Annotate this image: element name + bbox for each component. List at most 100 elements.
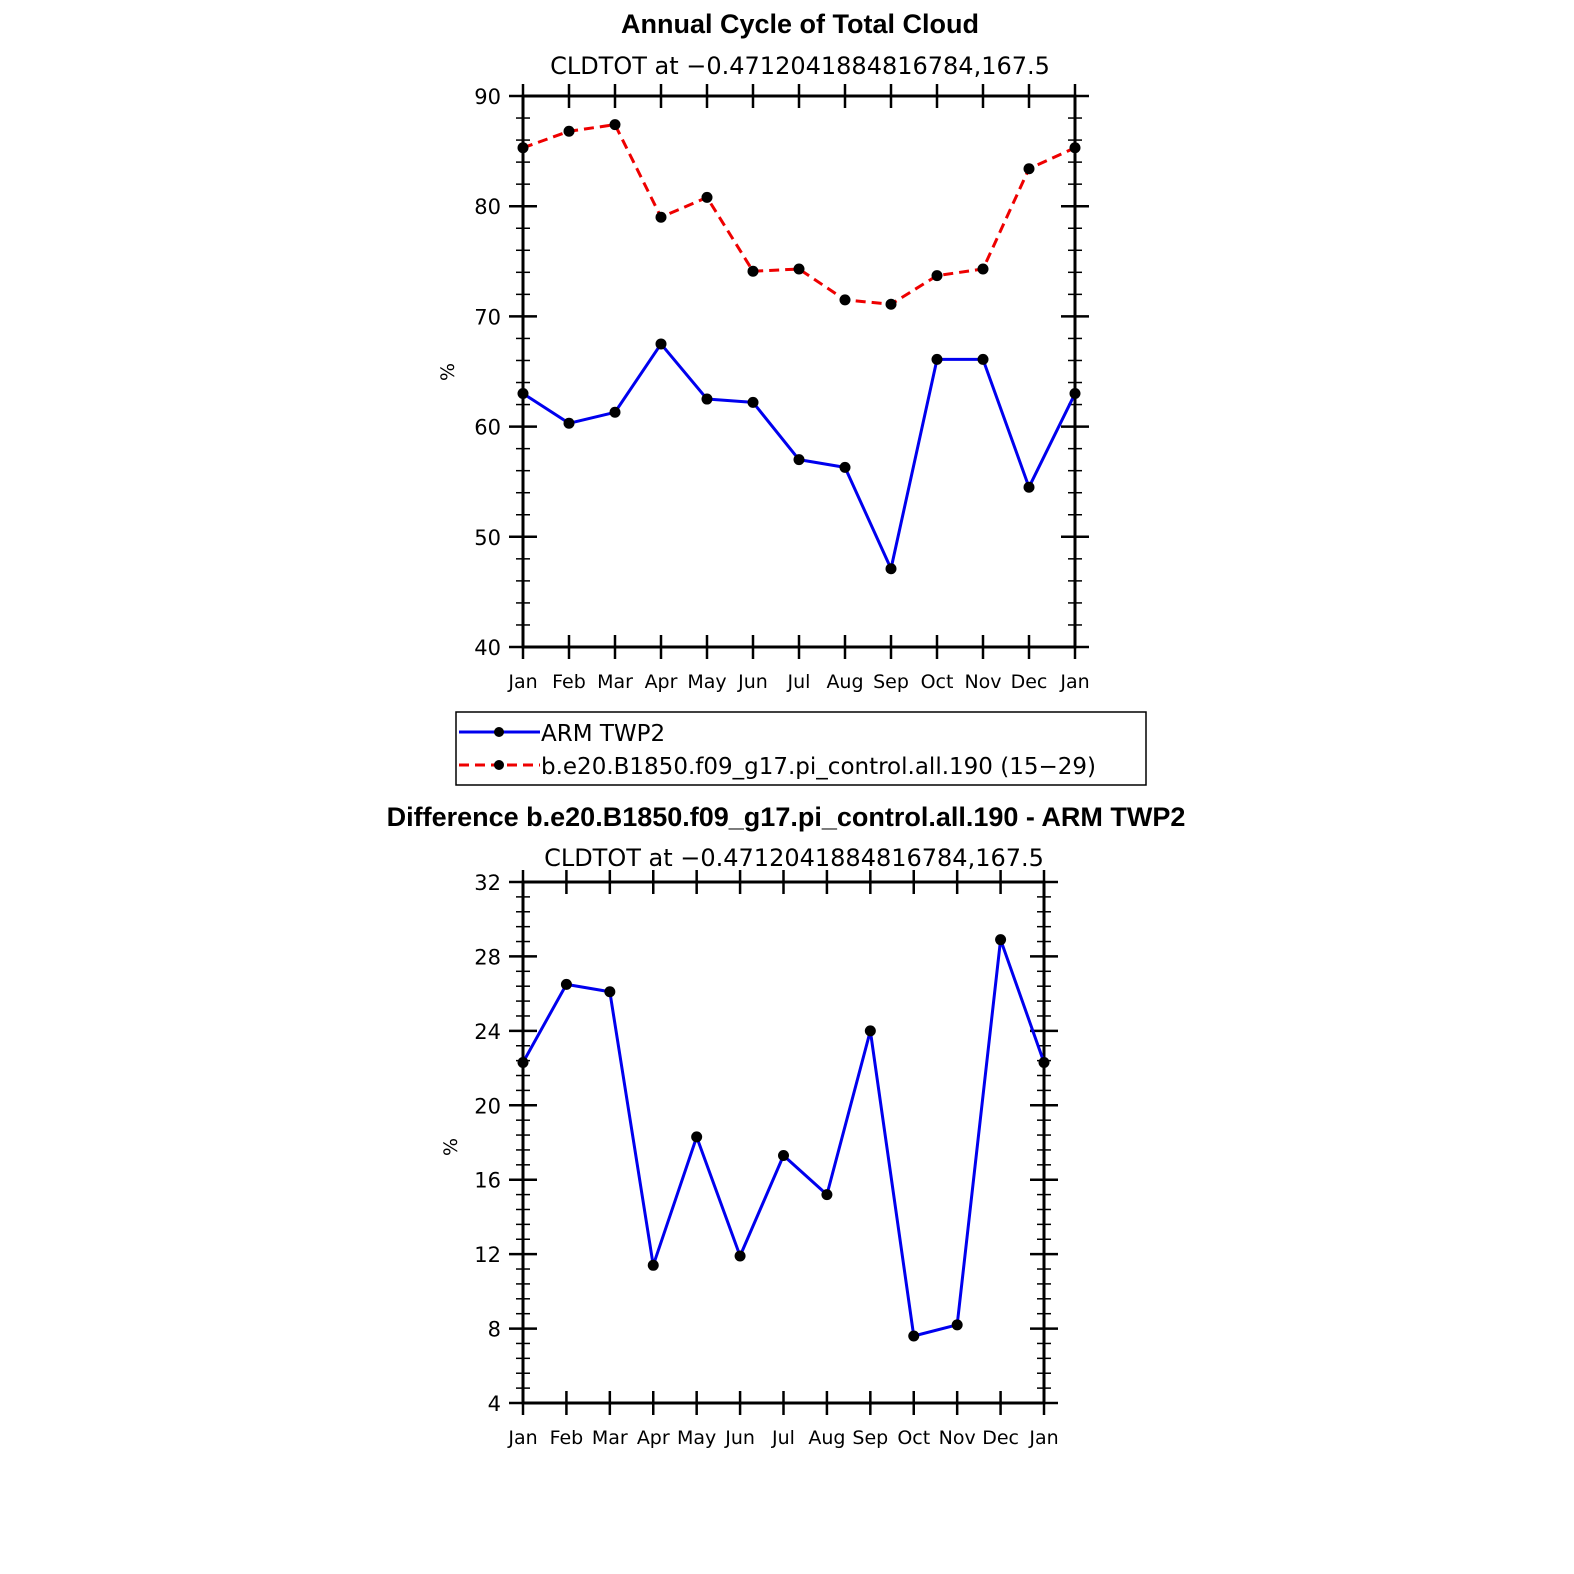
diff-series-0-point xyxy=(604,986,616,998)
top-series-1-point xyxy=(839,294,851,306)
top-y-tick-label: 70 xyxy=(474,305,501,329)
top-series-1-point xyxy=(885,298,897,310)
top-series-1-point xyxy=(931,270,943,282)
difference-y-axis-label: % xyxy=(440,1138,462,1156)
diff-y-tick-label: 28 xyxy=(474,945,501,969)
top-series-0-point xyxy=(517,388,529,400)
diff-series-0-point xyxy=(951,1319,963,1331)
chart-subtitle: CLDTOT at −0.4712041884816784,167.5 xyxy=(550,52,1050,80)
top-plot-frame xyxy=(521,94,1077,649)
diff-series-0-point xyxy=(1038,1056,1050,1068)
diff-y-tick-label: 24 xyxy=(474,1020,501,1044)
top-x-tick-label: Mar xyxy=(597,671,633,693)
top-y-tick-label: 40 xyxy=(474,636,501,660)
diff-x-tick-label: Aug xyxy=(808,1427,845,1449)
top-x-tick-label: Apr xyxy=(645,671,678,693)
diff-plot-frame xyxy=(521,880,1046,1405)
diff-y-tick-label: 12 xyxy=(474,1243,501,1267)
top-x-tick-label: Jan xyxy=(507,671,537,693)
top-y-tick-label: 80 xyxy=(474,195,501,219)
top-series-0-point xyxy=(839,461,851,473)
top-series-1-point xyxy=(563,125,575,137)
chart-title: Annual Cycle of Total Cloud xyxy=(621,9,979,39)
top-x-tick-label: Aug xyxy=(826,671,863,693)
annual-cycle-panel: Annual Cycle of Total Cloud CLDTOT at −0… xyxy=(437,9,1090,693)
diff-x-tick-label: Oct xyxy=(897,1427,930,1449)
diff-series-0-point xyxy=(821,1189,833,1201)
top-series-1-point xyxy=(977,263,989,275)
diff-series-0-point xyxy=(647,1259,659,1271)
legend-label-model: b.e20.B1850.f09_g17.pi_control.all.190 (… xyxy=(541,754,1096,780)
y-axis-label: % xyxy=(437,363,459,381)
top-series-0-point xyxy=(977,353,989,365)
difference-axes: 4 8 12 16 20 24 28 32 Jan Feb Mar Apr May Jun Jul Aug Se… xyxy=(474,870,1059,1449)
top-x-tick-label: Dec xyxy=(1011,671,1048,693)
top-x-tick-label: Jun xyxy=(737,671,768,693)
diff-x-tick-label: Jan xyxy=(1028,1427,1058,1449)
diff-y-tick-label: 4 xyxy=(488,1392,501,1416)
diff-series-0-point xyxy=(864,1025,876,1037)
diff-x-tick-label: Mar xyxy=(592,1427,628,1449)
top-series-0-point xyxy=(609,406,621,418)
diff-series-0-point xyxy=(691,1131,703,1143)
top-x-tick-label: Nov xyxy=(964,671,1001,693)
top-series-0-point xyxy=(747,396,759,408)
legend-label-arm: ARM TWP2 xyxy=(541,721,665,747)
top-series-1-point xyxy=(701,191,713,203)
diff-x-tick-label: May xyxy=(677,1427,716,1449)
top-series-line-1 xyxy=(522,123,1076,306)
top-series-1-point xyxy=(1069,142,1081,154)
diff-series-0-point xyxy=(778,1150,789,1162)
difference-subtitle: CLDTOT at −0.4712041884816784,167.5 xyxy=(544,844,1044,872)
diff-series-line-0 xyxy=(521,938,1046,1338)
diff-x-tick-label: Feb xyxy=(550,1427,584,1449)
diff-series-0-point xyxy=(734,1250,746,1262)
difference-panel: Difference b.e20.B1850.f09_g17.pi_contro… xyxy=(387,802,1186,1449)
top-series-1-point xyxy=(747,265,759,277)
diff-y-tick-label: 16 xyxy=(474,1169,501,1193)
diff-series-0-point xyxy=(560,978,572,990)
top-series-1-point xyxy=(517,142,529,154)
legend-box xyxy=(455,711,1147,786)
top-series-1-point xyxy=(793,263,805,275)
diff-series-0-point xyxy=(908,1330,920,1342)
top-x-tick-label: May xyxy=(687,671,726,693)
top-series-1-point xyxy=(655,211,667,223)
diff-x-tick-label: Nov xyxy=(939,1427,976,1449)
diff-y-tick-label: 8 xyxy=(488,1318,501,1342)
top-series-1-point xyxy=(609,119,621,131)
top-series-0-point xyxy=(701,393,713,405)
legend: ARM TWP2 b.e20.B1850.f09_g17.pi_control.… xyxy=(455,711,1147,786)
top-series-0-point xyxy=(931,353,943,365)
top-x-tick-label: Sep xyxy=(873,671,909,693)
legend-marker-model xyxy=(494,760,504,770)
top-series-0-point xyxy=(1069,388,1081,400)
top-y-tick-label: 50 xyxy=(474,526,501,550)
diff-x-tick-label: Dec xyxy=(982,1427,1019,1449)
top-series-0-point xyxy=(793,454,805,466)
top-series-0-point xyxy=(563,417,575,429)
diff-x-tick-label: Jan xyxy=(507,1427,537,1449)
top-series-0-point xyxy=(885,563,897,575)
top-series-0-point xyxy=(655,338,667,350)
diff-x-tick-label: Sep xyxy=(852,1427,888,1449)
diff-x-tick-label: Jun xyxy=(724,1427,755,1449)
top-series-1-point xyxy=(1023,163,1035,175)
diff-y-tick-label: 20 xyxy=(474,1094,501,1118)
top-series-0-point xyxy=(1023,481,1035,493)
axes: 40 50 60 70 80 90 Jan Feb Mar Apr May Jun Jul Aug Sep O… xyxy=(474,84,1090,693)
legend-marker-arm xyxy=(494,727,504,737)
difference-plot-area xyxy=(517,934,1050,1342)
top-x-tick-label: Jul xyxy=(787,671,811,693)
top-y-tick-label: 60 xyxy=(474,416,501,440)
diff-y-tick-label: 32 xyxy=(474,871,501,895)
diff-series-0-point xyxy=(995,934,1007,946)
diff-x-tick-label: Apr xyxy=(637,1427,670,1449)
top-y-tick-label: 90 xyxy=(474,85,501,109)
diff-series-0-point xyxy=(517,1056,529,1068)
difference-title: Difference b.e20.B1850.f09_g17.pi_contro… xyxy=(387,802,1186,832)
top-x-tick-label: Feb xyxy=(552,671,586,693)
plot-area xyxy=(517,119,1081,575)
top-x-tick-label: Jan xyxy=(1059,671,1089,693)
